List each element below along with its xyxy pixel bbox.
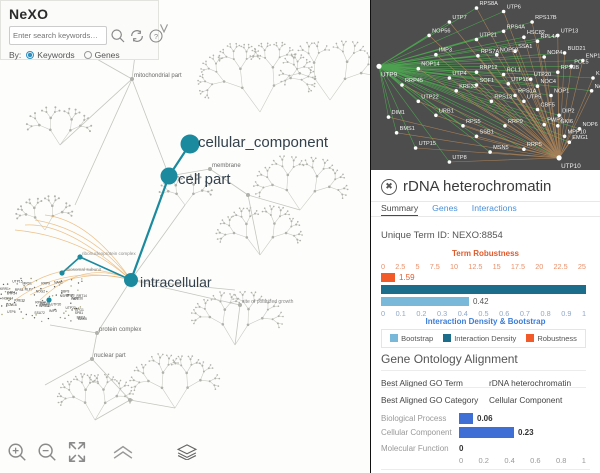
svg-text:RCL1: RCL1 [507,68,521,74]
svg-text:RRP12: RRP12 [480,65,498,71]
svg-text:MAK5: MAK5 [78,317,87,321]
svg-text:site of polarized growth: site of polarized growth [242,299,294,305]
svg-text:SSB1: SSB1 [480,129,494,135]
svg-text:UTP5: UTP5 [527,94,541,100]
svg-text:DBP8: DBP8 [61,289,70,293]
svg-text:UTP6: UTP6 [7,310,16,314]
svg-text:MPP10: MPP10 [568,129,586,135]
svg-text:NAN1: NAN1 [54,281,63,285]
svg-text:UTP20: UTP20 [534,72,551,78]
svg-text:RPS8A: RPS8A [480,1,499,7]
svg-text:protein complex: protein complex [99,327,141,333]
svg-text:IMP3: IMP3 [439,48,452,54]
svg-text:RPS4A: RPS4A [507,24,526,30]
svg-text:UTP20: UTP20 [51,302,61,306]
svg-text:UTP15: UTP15 [419,141,436,147]
svg-text:RLP7: RLP7 [25,288,33,292]
svg-text:BMS1: BMS1 [400,126,415,132]
svg-text:MSN5: MSN5 [493,145,509,151]
svg-text:RPS9B: RPS9B [561,65,580,71]
svg-text:UTP15: UTP15 [12,280,22,284]
svg-text:KRR1: KRR1 [0,287,9,291]
svg-text:BUD21: BUD21 [568,46,586,52]
svg-text:NOP56: NOP56 [432,28,450,34]
svg-text:RRP45: RRP45 [405,78,423,84]
svg-text:RPS7A: RPS7A [481,49,500,55]
svg-text:ECM16: ECM16 [6,303,17,307]
svg-text:RRP9: RRP9 [41,281,50,285]
svg-text:NOC4: NOC4 [541,79,557,85]
svg-text:NOP4: NOP4 [547,50,562,56]
svg-text:SSA1: SSA1 [518,44,532,50]
svg-text:RRP9: RRP9 [508,119,523,125]
svg-text:UTP9: UTP9 [381,71,398,78]
svg-text:HSC82: HSC82 [527,30,545,36]
svg-text:EFG1: EFG1 [75,308,84,312]
svg-text:membrane: membrane [212,163,241,169]
svg-text:RPS17B: RPS17B [535,15,557,21]
svg-text:intracellular: intracellular [140,274,212,290]
svg-text:UTP22: UTP22 [421,94,438,100]
svg-text:NOP6: NOP6 [583,122,598,128]
svg-text:UTP8: UTP8 [452,155,466,161]
svg-text:NAN1: NAN1 [595,84,600,90]
svg-text:CBF5: CBF5 [541,103,555,109]
svg-text:URB1: URB1 [439,108,454,114]
svg-text:SOF1: SOF1 [480,78,495,84]
svg-text:ribosomal subunit: ribosomal subunit [65,267,102,272]
svg-text:MRD1: MRD1 [23,282,33,286]
svg-text:UTP24: UTP24 [7,292,17,296]
svg-text:DIM1: DIM1 [392,110,405,116]
svg-text:UTP10: UTP10 [561,163,581,170]
svg-text:KRE33: KRE33 [14,299,25,303]
svg-text:UTP21: UTP21 [480,33,497,39]
svg-text:UTP18: UTP18 [511,77,528,83]
svg-text:NOP14: NOP14 [421,62,439,68]
svg-text:RPS5: RPS5 [466,119,481,125]
svg-text:mitochondrial part: mitochondrial part [134,73,182,79]
svg-text:UTP13: UTP13 [561,28,578,34]
svg-text:RRP5: RRP5 [527,142,542,148]
svg-text:NOP58: NOP58 [500,48,518,54]
svg-text:KRE33: KRE33 [459,84,477,90]
svg-text:UTP6: UTP6 [507,5,521,11]
svg-text:KR: KR [596,71,600,77]
svg-text:EMG1: EMG1 [572,135,588,141]
svg-text:IMP3: IMP3 [49,309,57,313]
svg-text:RPS13: RPS13 [494,94,512,100]
svg-text:nuclear part: nuclear part [94,353,126,359]
svg-text:cell part: cell part [178,171,231,188]
svg-text:ribonucleoprotein complex: ribonucleoprotein complex [82,251,136,256]
svg-text:UTP7: UTP7 [452,15,466,21]
svg-text:DIP2: DIP2 [562,108,574,114]
svg-text:SSU72: SSU72 [34,311,45,315]
svg-text:NOP1: NOP1 [554,89,569,95]
svg-text:RRT14: RRT14 [77,294,88,298]
svg-text:SKI6: SKI6 [561,119,573,125]
svg-text:NOP14: NOP14 [2,297,13,301]
svg-text:cellular_component: cellular_component [198,134,329,151]
svg-text:RPS31: RPS31 [39,304,50,308]
svg-text:UTP4: UTP4 [452,71,466,77]
svg-text:NOG2: NOG2 [36,290,46,294]
svg-text:POL5: POL5 [574,59,588,65]
